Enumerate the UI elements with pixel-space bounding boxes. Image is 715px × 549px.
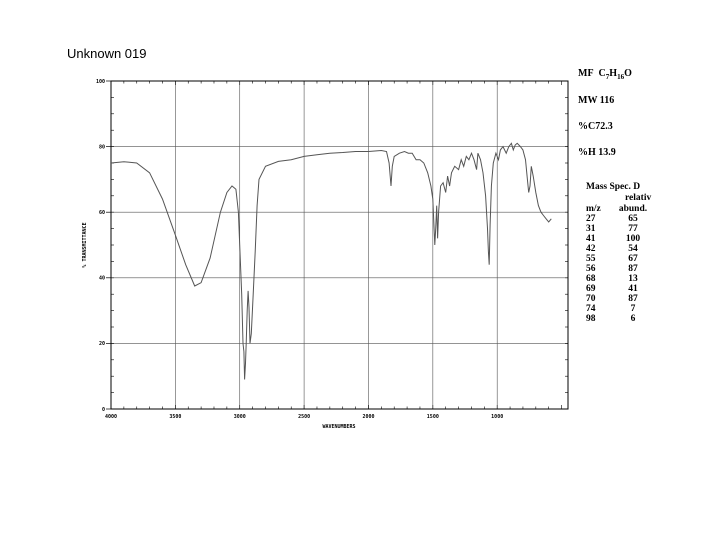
mass-spec-row: 70 87 — [586, 294, 648, 304]
mass-spec-mz-value: 69 — [586, 284, 596, 294]
mass-spec-abund-value: 41 — [628, 284, 638, 294]
mass-spec-mz-value: 27 — [586, 214, 596, 224]
mass-spec-row: 31 77 — [586, 224, 648, 234]
x-tick-label: 4000 — [105, 414, 117, 420]
mass-spec-header-row: m/z abund. — [586, 204, 648, 214]
mass-spec-col-mz: m/z — [586, 204, 601, 214]
mass-spec-row: 98 6 — [586, 314, 648, 324]
mass-spec-row: 27 65 — [586, 214, 648, 224]
x-axis-label: WAVENUMBERS — [322, 424, 355, 430]
mass-spec-abund-value: 65 — [628, 214, 638, 224]
mf-carbon-count: 7 — [605, 73, 610, 81]
mass-spec-abund-value: 13 — [628, 274, 638, 284]
y-tick-label: 60 — [99, 210, 105, 216]
mass-spec-abund-value: 54 — [628, 244, 638, 254]
chart-tick-labels: 4000 3500 3000 2500 2000 1500 1000 0 20 40 60 80 100 — [96, 79, 503, 420]
x-tick-label: 3000 — [234, 414, 246, 420]
mass-spec-row: 56 87 — [586, 264, 648, 274]
y-tick-label: 0 — [102, 407, 105, 413]
mf-label: MF — [578, 68, 594, 79]
x-tick-label: 2000 — [362, 414, 374, 420]
y-tick-label: 100 — [96, 79, 105, 85]
plot-frame — [110, 80, 569, 410]
mass-spec-mz-value: 70 — [586, 294, 596, 304]
mass-spec-title: Mass Spec. D — [586, 182, 641, 192]
percent-carbon: %C72.3 — [578, 121, 613, 132]
mass-spec-abund-value: 67 — [628, 254, 638, 264]
mass-spec-table: m/z abund. 27 65 31 77 41 100 42 54 55 67 56 87 68 13 6… — [586, 204, 648, 324]
ir-spectrum-chart: 4000 3500 3000 2500 2000 1500 1000 0 20 40 60 80 100… — [82, 79, 569, 430]
mass-spec-row: 55 67 — [586, 254, 648, 264]
mf-hydrogen-count: 16 — [617, 73, 625, 81]
mass-spec-abund-value: 7 — [630, 304, 636, 314]
spectrum-series-line — [110, 142, 552, 380]
mass-spec-mz-value: 41 — [586, 234, 596, 244]
mass-spec-mz-value: 68 — [586, 274, 596, 284]
mass-spec-mz-value: 55 — [586, 254, 596, 264]
mass-spec-row: 42 54 — [586, 244, 648, 254]
chart-grid — [110, 80, 568, 410]
mass-spec-mz-value: 98 — [586, 314, 596, 324]
x-tick-label: 1500 — [427, 414, 439, 420]
y-tick-label: 80 — [99, 144, 105, 150]
x-tick-label: 3500 — [169, 414, 181, 420]
mass-spec-abund-value: 87 — [628, 264, 638, 274]
x-tick-label: 2500 — [298, 414, 310, 420]
mass-spec-mz-value: 56 — [586, 264, 596, 274]
mass-spec-mz-value: 42 — [586, 244, 596, 254]
mass-spec-row: 69 41 — [586, 284, 648, 294]
molecular-weight: MW 116 — [578, 95, 615, 106]
molecular-formula: MF C7H16O — [578, 68, 632, 81]
mf-hydrogen: H — [609, 68, 618, 79]
mass-spec-abund-value: 77 — [628, 224, 638, 234]
mf-carbon: C — [598, 68, 606, 79]
mass-spec-row: 41 100 — [586, 234, 648, 244]
mass-spec-abund-value: 100 — [625, 234, 641, 244]
x-tick-label: 1000 — [491, 414, 503, 420]
mass-spec-row: 68 13 — [586, 274, 648, 284]
mass-spec-mz-value: 74 — [586, 304, 596, 314]
mass-spec-mz-value: 31 — [586, 224, 596, 234]
mass-spec-abund-value: 6 — [630, 314, 636, 324]
percent-hydrogen: %H 13.9 — [578, 147, 616, 158]
mass-spec-subtitle: relativ — [625, 193, 652, 203]
mf-oxygen: O — [624, 68, 632, 79]
mass-spec-abund-value: 87 — [628, 294, 638, 304]
y-tick-label: 20 — [99, 341, 105, 347]
mass-spec-row: 74 7 — [586, 304, 648, 314]
mass-spec-col-abund: abund. — [618, 204, 648, 214]
y-tick-label: 40 — [99, 276, 105, 282]
page-title: Unknown 019 — [67, 46, 147, 61]
y-axis-label: % TRANSMITTANCE — [82, 222, 88, 267]
